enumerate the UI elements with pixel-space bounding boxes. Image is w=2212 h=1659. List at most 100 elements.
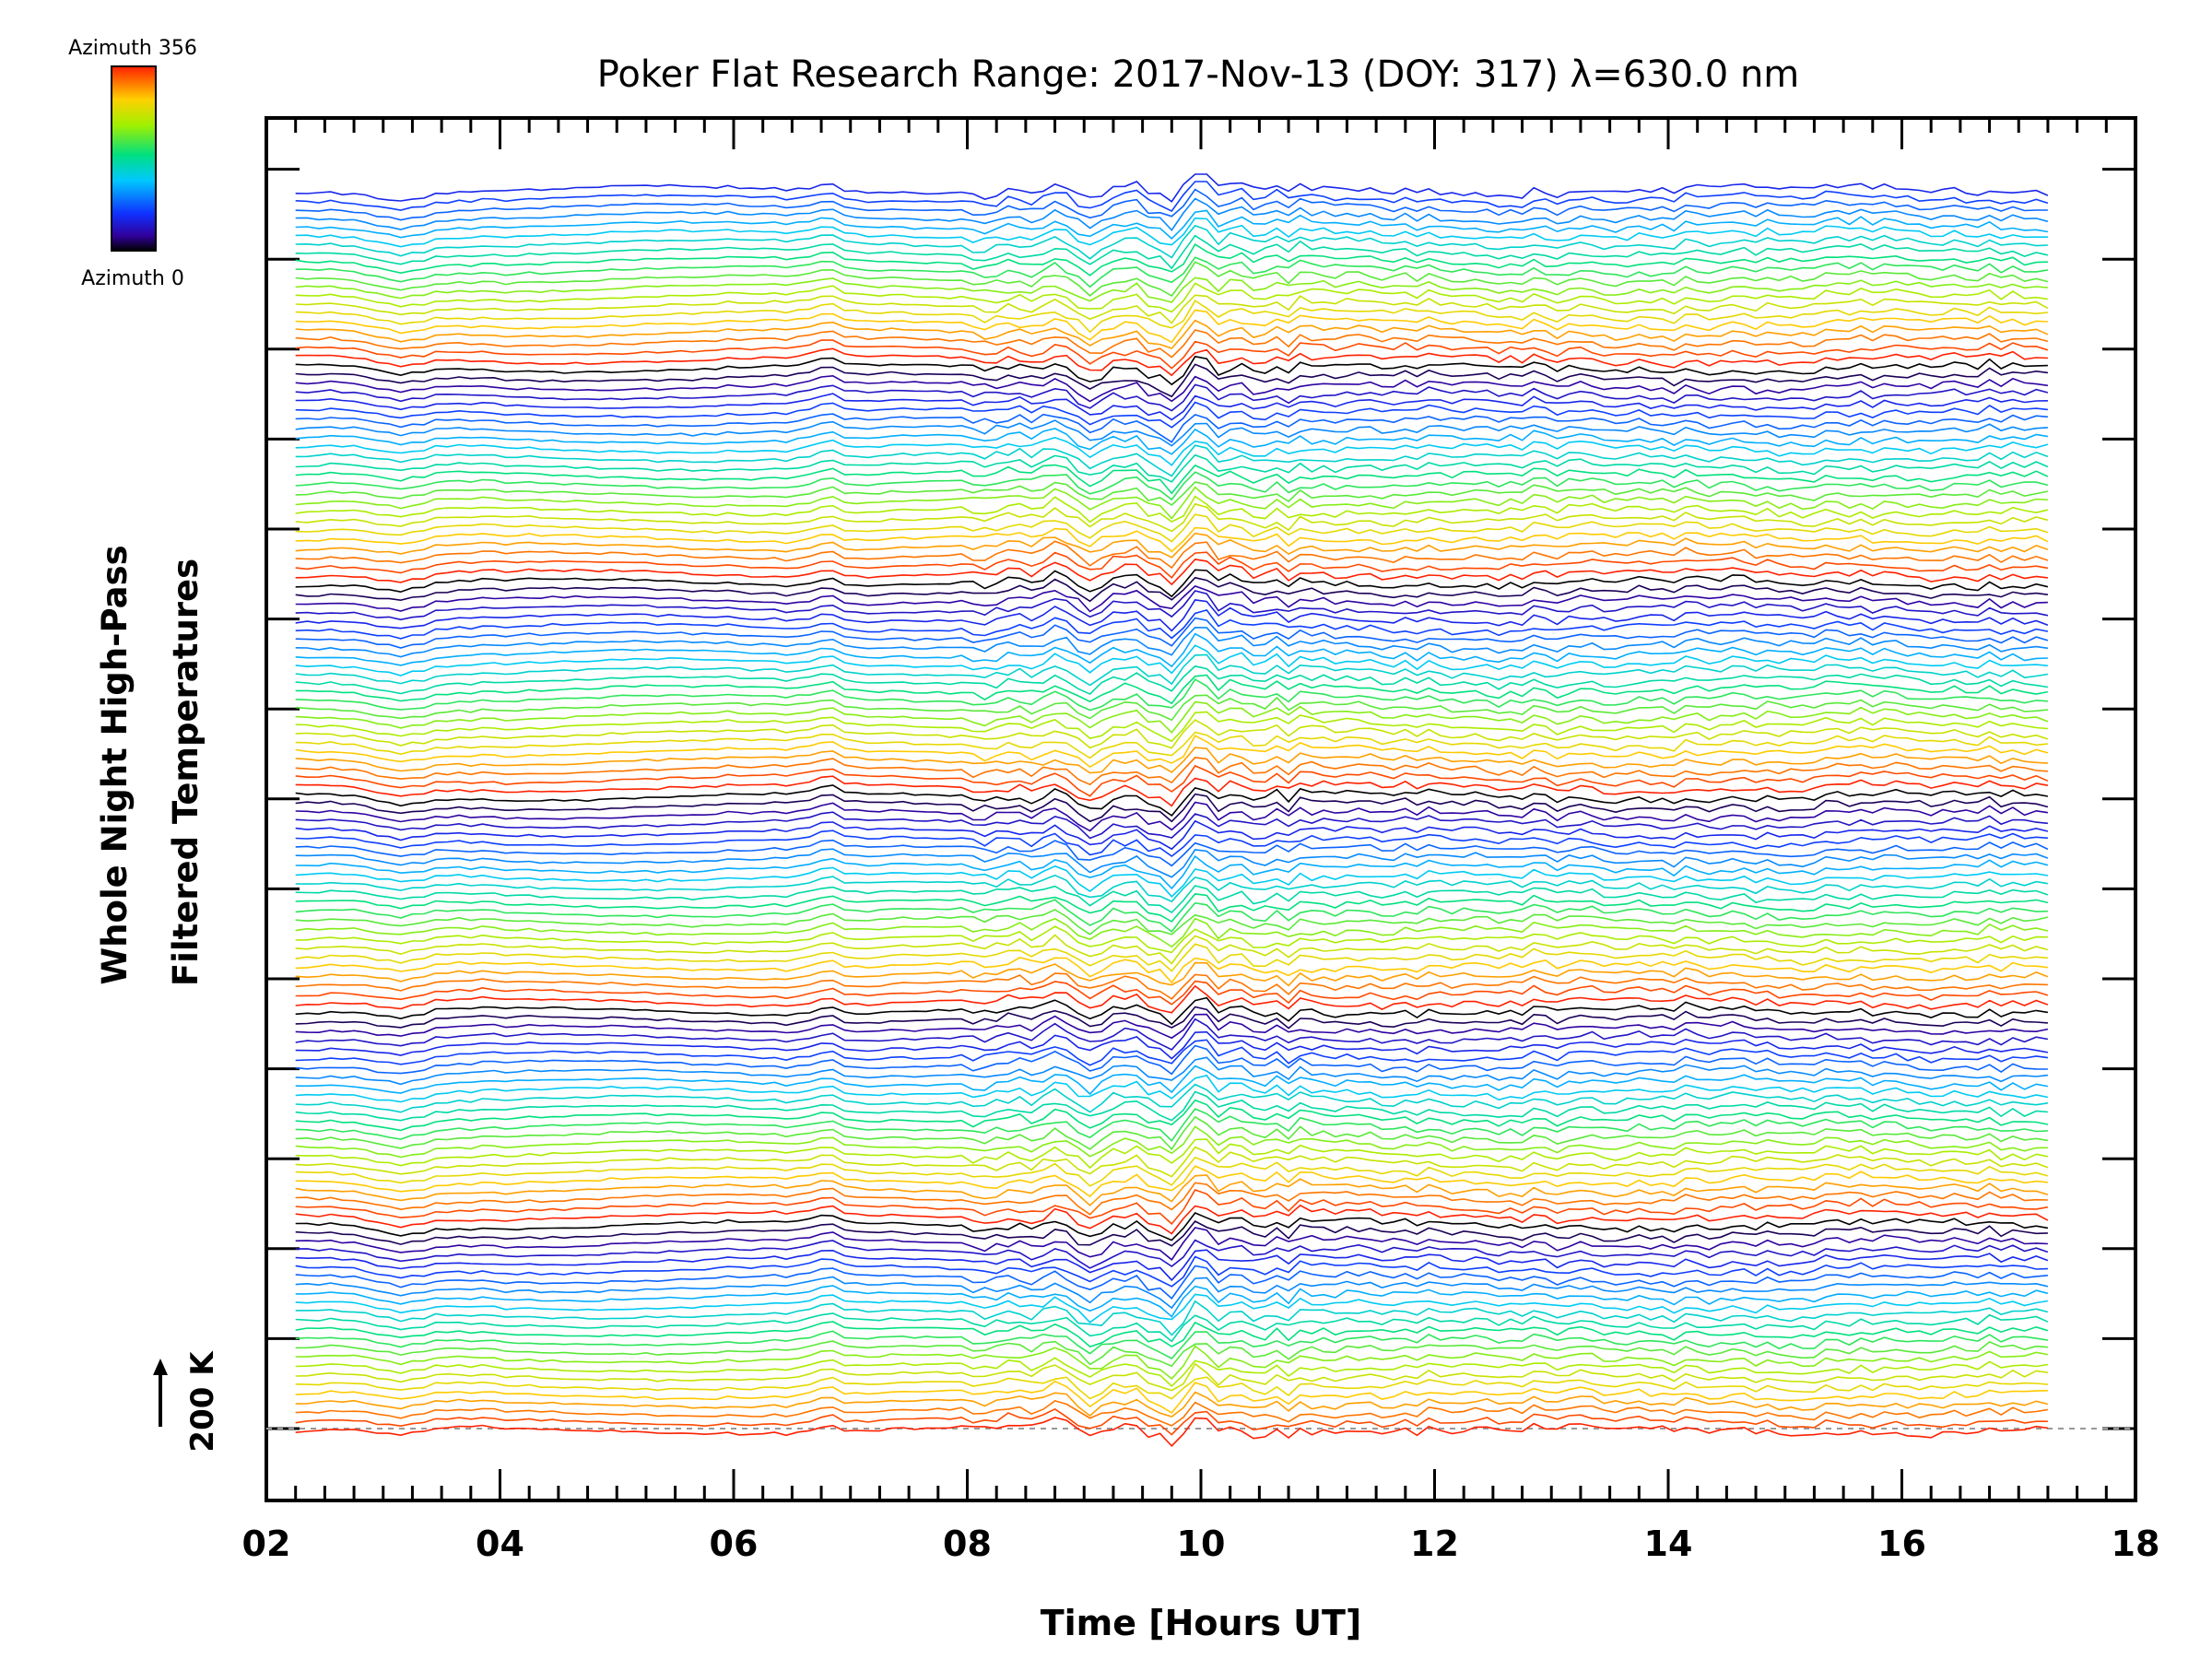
temperature-series-line [295, 811, 2048, 840]
temperature-series-line [295, 784, 2049, 817]
temperature-series-line [295, 1146, 2049, 1178]
temperature-series-line [295, 1090, 2048, 1122]
temperature-series-line [295, 1345, 2049, 1380]
temperature-series-line [295, 1182, 2048, 1216]
temperature-series-line [295, 764, 2049, 797]
temperature-series-line [295, 1018, 2049, 1051]
temperature-series-line [295, 1340, 2048, 1368]
temperature-series-line [295, 569, 2049, 598]
temperature-series-line [295, 1400, 2049, 1427]
temperature-series-line [295, 363, 2049, 398]
temperature-series-line [295, 1276, 2049, 1310]
temperature-series-line [295, 1219, 2048, 1247]
temperature-series-line [295, 428, 2049, 455]
temperature-series-line [295, 1249, 2049, 1282]
temperature-series-line [295, 854, 2049, 890]
temperature-series-line [295, 839, 2049, 867]
colorbar-top-label: Azimuth 356 [68, 37, 197, 60]
temperature-series-line [295, 347, 2048, 377]
temperature-series-line [295, 495, 2049, 524]
temperature-series-line [295, 885, 2049, 914]
temperature-series-line [295, 1407, 2048, 1436]
x-tick-label: 06 [710, 1524, 759, 1564]
temperature-series-line [295, 234, 2049, 270]
x-tick-label: 04 [476, 1524, 524, 1564]
x-tick-labels: 02 04 06 08 10 12 14 16 18 [242, 1524, 2160, 1564]
temperature-series-line [295, 1321, 2049, 1347]
temperature-series-line [295, 1227, 2048, 1261]
temperature-series-line [295, 757, 2048, 786]
temperature-series-line [295, 294, 2049, 324]
azimuth-colorbar [111, 65, 157, 252]
temperature-series-line [295, 224, 2048, 260]
temperature-series-line [295, 1030, 2049, 1060]
temperature-series-line [295, 329, 2049, 359]
temperature-series-line [295, 300, 2048, 334]
temperature-series-line [295, 471, 2049, 501]
temperature-series-line [295, 747, 2048, 774]
temperature-series-line [295, 502, 2049, 533]
temperature-series-line [295, 355, 2048, 386]
scale-bar: 200 K [153, 1350, 221, 1453]
temperature-series-line [295, 419, 2048, 447]
temperature-series-line [295, 899, 2048, 933]
temperature-series-line [295, 261, 2049, 298]
temperature-series-line [295, 256, 2049, 288]
x-tick-label: 12 [1410, 1524, 1459, 1564]
x-axis-label: Time [Hours UT] [1041, 1603, 1362, 1643]
temperature-series-line [295, 1075, 2049, 1103]
temperature-series-line [295, 1417, 2049, 1447]
temperature-series-line [295, 1099, 2049, 1132]
temperature-series-line [295, 694, 2048, 722]
temperature-series-line [295, 481, 2049, 507]
temperature-series-line [295, 1204, 2049, 1235]
temperature-series-line [295, 559, 2048, 586]
temperature-series-line [295, 1357, 2049, 1388]
temperature-series-line [295, 453, 2049, 483]
x-tick-label: 10 [1177, 1524, 1226, 1564]
temperature-series-line [295, 1239, 2049, 1269]
temperature-series-line [295, 793, 2049, 823]
temperature-series-line [295, 276, 2048, 303]
temperature-series-line [295, 1044, 2048, 1076]
temperature-series-line [295, 532, 2049, 559]
temperature-series-line [295, 1380, 2048, 1414]
temperature-series-line [295, 1056, 2048, 1086]
temperature-series-line [295, 444, 2049, 477]
temperature-series-line [295, 584, 2048, 613]
temperature-series-line [295, 339, 2049, 370]
temperature-series-line [295, 188, 2048, 221]
temperature-series-line [295, 374, 2049, 403]
temperature-series-line [295, 401, 2048, 429]
temperature-series-line [295, 309, 2048, 344]
temperature-series-line [295, 413, 2048, 443]
svg-text:200 K: 200 K [184, 1350, 221, 1453]
temperature-series-line [295, 513, 2049, 543]
temperature-series-line [295, 735, 2049, 769]
temperature-series-line [295, 711, 2048, 743]
temperature-series-line [295, 984, 2049, 1014]
temperature-series-line [295, 893, 2049, 923]
temperature-series-line [295, 1212, 2049, 1241]
temperature-series-line [295, 626, 2049, 658]
temperature-series-line [295, 719, 2049, 749]
temperature-series-line [295, 590, 2049, 621]
temperature-series-line [295, 599, 2049, 632]
temperature-series-line [295, 957, 2048, 984]
temperature-series-line [295, 383, 2049, 412]
temperature-series-line [295, 242, 2048, 276]
temperature-series-line [295, 197, 2049, 231]
temperature-series-line [295, 1255, 2048, 1288]
temperature-series-line [295, 1312, 2049, 1343]
temperature-series-line [295, 1189, 2049, 1226]
temperature-series-line [295, 181, 2049, 213]
temperature-series-line [295, 961, 2049, 987]
temperature-series-line [295, 865, 2049, 898]
x-tick-label: 02 [242, 1524, 291, 1564]
colorbar-bottom-label: Azimuth 0 [81, 267, 184, 290]
temperature-series-line [295, 1115, 2049, 1151]
temperature-series-line [295, 1125, 2048, 1159]
temperature-series-line [295, 608, 2049, 640]
temperature-series-line [295, 848, 2049, 878]
temperature-series-line [295, 653, 2049, 687]
